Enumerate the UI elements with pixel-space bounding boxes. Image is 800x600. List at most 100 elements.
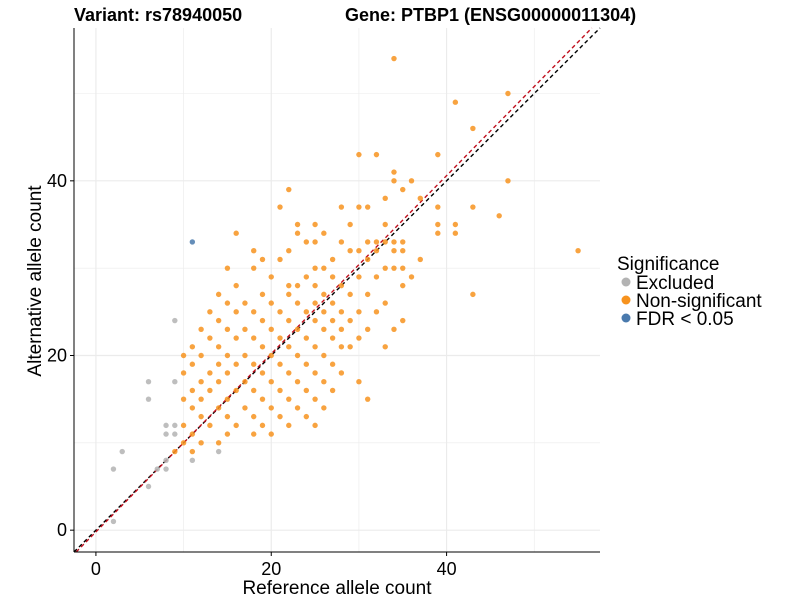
data-point: [259, 317, 266, 324]
data-point: [303, 387, 310, 394]
data-point: [145, 483, 152, 490]
data-point: [224, 265, 231, 271]
data-point: [391, 239, 397, 245]
data-point: [277, 335, 283, 341]
data-point: [224, 300, 231, 306]
data-point: [364, 396, 371, 402]
data-point: [277, 361, 283, 367]
data-point: [400, 282, 406, 289]
data-point: [224, 352, 231, 359]
data-point: [215, 405, 222, 411]
data-point: [294, 230, 301, 236]
data-point: [338, 344, 345, 350]
data-point: [251, 431, 257, 437]
data-point: [268, 431, 274, 437]
data-point: [172, 317, 178, 324]
data-point: [224, 413, 231, 420]
data-point: [242, 326, 248, 332]
data-point: [215, 344, 222, 350]
legend: Significance ExcludedNon-significantFDR …: [617, 254, 762, 330]
data-point: [215, 291, 222, 298]
data-point: [189, 405, 196, 411]
data-point: [321, 352, 327, 359]
data-point: [435, 204, 441, 210]
legend-label: FDR < 0.05: [636, 309, 734, 330]
data-point: [286, 370, 292, 376]
data-point: [408, 178, 415, 184]
data-point: [400, 186, 406, 193]
data-point: [294, 282, 301, 289]
x-tick-label: 0: [91, 559, 101, 579]
data-point: [303, 413, 310, 420]
data-point: [163, 422, 169, 429]
data-point: [382, 300, 388, 306]
data-point: [259, 291, 266, 298]
data-point: [294, 352, 301, 359]
data-point: [312, 344, 318, 350]
data-points: [110, 55, 581, 525]
data-point: [189, 431, 196, 437]
data-point: [189, 239, 196, 245]
legend-key: [621, 313, 631, 323]
data-point: [145, 396, 152, 402]
data-point: [338, 370, 345, 376]
data-point: [277, 256, 283, 263]
data-point: [145, 379, 152, 385]
data-point: [277, 204, 283, 210]
data-point: [215, 361, 222, 367]
data-point: [452, 221, 459, 228]
data-point: [303, 361, 310, 367]
data-point: [110, 518, 117, 525]
data-point: [575, 248, 581, 254]
data-point: [452, 99, 459, 105]
data-point: [251, 265, 257, 271]
data-point: [312, 221, 318, 228]
axes: [73, 28, 600, 553]
data-point: [364, 326, 371, 332]
data-point: [312, 422, 318, 429]
data-point: [391, 326, 397, 332]
x-axis-title: Reference allele count: [242, 578, 432, 599]
data-point: [215, 379, 222, 385]
data-point: [312, 282, 318, 289]
legend-title: Significance: [617, 254, 719, 275]
data-point: [329, 387, 336, 394]
data-point: [224, 370, 231, 376]
data-point: [259, 422, 266, 429]
data-point: [251, 413, 257, 420]
data-point: [294, 379, 301, 385]
data-point: [198, 413, 204, 420]
data-point: [321, 291, 327, 298]
data-point: [268, 274, 274, 280]
data-point: [303, 309, 310, 315]
data-point: [373, 248, 380, 254]
data-point: [242, 300, 248, 306]
data-point: [110, 466, 117, 472]
plot-title-variant: Variant: rs78940050: [74, 5, 242, 25]
data-point: [277, 387, 283, 394]
data-point: [417, 195, 423, 201]
data-point: [347, 317, 353, 324]
data-point: [391, 265, 397, 271]
data-point: [215, 440, 222, 446]
data-point: [286, 422, 292, 429]
data-point: [321, 326, 327, 332]
data-point: [435, 230, 441, 236]
data-point: [286, 282, 292, 289]
data-point: [373, 309, 380, 315]
data-point: [321, 405, 327, 411]
data-point: [312, 317, 318, 324]
data-point: [338, 326, 345, 332]
data-point: [338, 282, 345, 289]
data-point: [180, 422, 187, 429]
data-point: [347, 221, 353, 228]
data-point: [277, 309, 283, 315]
data-point: [189, 457, 196, 463]
data-point: [312, 396, 318, 402]
plot-title-gene: Gene: PTBP1 (ENSG00000011304): [345, 5, 636, 25]
data-point: [400, 239, 406, 245]
data-point: [215, 448, 222, 455]
data-point: [207, 387, 213, 394]
data-point: [198, 440, 204, 446]
